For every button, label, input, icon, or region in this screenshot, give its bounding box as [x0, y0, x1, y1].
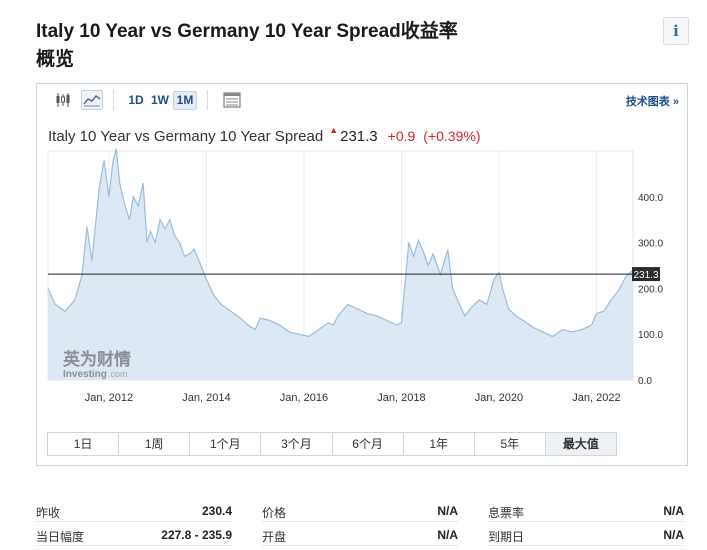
- chart-panel: 1D 1W 1M 技术图表 » Italy 10 Year vs Germany…: [36, 83, 688, 466]
- stat-value: 227.8 - 235.9: [161, 528, 232, 542]
- current-price: 231.3: [340, 128, 378, 145]
- candlestick-icon[interactable]: [53, 90, 73, 110]
- price-change-percent: (+0.39%): [423, 128, 481, 144]
- y-tick-label: 400.0: [638, 193, 663, 204]
- watermark-brand-en: Investing: [63, 369, 107, 380]
- stat-divider: [262, 521, 458, 522]
- info-icon[interactable]: i: [663, 17, 689, 45]
- stat-label: 昨收: [36, 506, 61, 520]
- table-view-icon[interactable]: [221, 90, 243, 110]
- stat-row: 价格 N/A: [262, 500, 458, 522]
- x-tick-label: Jan, 2022: [572, 392, 620, 404]
- y-tick-label: 300.0: [638, 239, 663, 250]
- stat-label: 价格: [262, 506, 287, 520]
- stat-value: N/A: [437, 528, 458, 542]
- technical-chart-link[interactable]: 技术图表 »: [625, 96, 679, 108]
- y-tick-label: 0.0: [638, 376, 652, 387]
- stat-divider: [488, 521, 684, 522]
- range-1m-button[interactable]: 1M: [173, 91, 197, 110]
- stat-label: 开盘: [262, 530, 287, 544]
- price-change: +0.9: [387, 128, 416, 144]
- period-tab[interactable]: 最大值: [545, 433, 616, 455]
- period-tab[interactable]: 6个月: [332, 433, 404, 455]
- up-arrow-icon: ▲: [329, 125, 339, 135]
- current-value-marker: [632, 267, 660, 282]
- stat-label: 当日幅度: [36, 530, 85, 544]
- stat-label: 到期日: [488, 530, 525, 544]
- stat-row: 开盘 N/A: [262, 524, 458, 546]
- period-tab[interactable]: 1年: [403, 433, 475, 455]
- stat-row: 当日幅度 227.8 - 235.9: [36, 524, 232, 546]
- series-line: [47, 148, 634, 338]
- x-tick-label: Jan, 2018: [377, 392, 425, 404]
- toolbar-divider: [113, 90, 114, 110]
- current-value-label: 231.3: [633, 270, 658, 281]
- stat-divider: [488, 545, 684, 546]
- stat-value: N/A: [663, 504, 684, 518]
- period-tab[interactable]: 1个月: [190, 433, 262, 455]
- page-title: Italy 10 Year vs Germany 10 Year Spread收…: [36, 21, 458, 70]
- y-tick-label: 100.0: [638, 330, 663, 341]
- series-area: [48, 148, 633, 380]
- stat-row: 息票率 N/A: [488, 500, 684, 522]
- stat-divider: [36, 521, 232, 522]
- x-tick-label: Jan, 2012: [85, 392, 133, 404]
- area-chart-icon[interactable]: [81, 90, 103, 110]
- watermark-brand-cn: 英为财情: [63, 349, 131, 370]
- stat-label: 息票率: [488, 506, 525, 520]
- stat-value: N/A: [437, 504, 458, 518]
- x-tick-label: Jan, 2020: [475, 392, 523, 404]
- period-tab[interactable]: 5年: [474, 433, 546, 455]
- x-tick-label: Jan, 2014: [182, 392, 230, 404]
- range-1d-button[interactable]: 1D: [128, 93, 144, 107]
- y-tick-label: 200.0: [638, 284, 663, 295]
- stat-divider: [36, 545, 232, 546]
- stat-divider: [262, 545, 458, 546]
- period-tab[interactable]: 1周: [119, 433, 191, 455]
- period-tab[interactable]: 1日: [48, 433, 120, 455]
- x-tick-label: Jan, 2016: [280, 392, 328, 404]
- stat-row: 昨收 230.4: [36, 500, 232, 522]
- stat-value: N/A: [663, 528, 684, 542]
- period-selector: 1日 1周 1个月 3个月 6个月 1年 5年 最大值: [47, 432, 617, 456]
- instrument-name: Italy 10 Year vs Germany 10 Year Spread: [48, 128, 324, 145]
- chart-toolbar: 1D 1W 1M 技术图表 »: [37, 84, 687, 116]
- period-tab[interactable]: 3个月: [261, 433, 333, 455]
- watermark-brand-suffix: .com: [108, 369, 128, 379]
- range-1w-button[interactable]: 1W: [151, 93, 169, 107]
- stat-row: 到期日 N/A: [488, 524, 684, 546]
- quote-line: Italy 10 Year vs Germany 10 Year Spread …: [48, 125, 481, 145]
- toolbar-divider: [207, 90, 208, 110]
- stat-value: 230.4: [201, 504, 232, 518]
